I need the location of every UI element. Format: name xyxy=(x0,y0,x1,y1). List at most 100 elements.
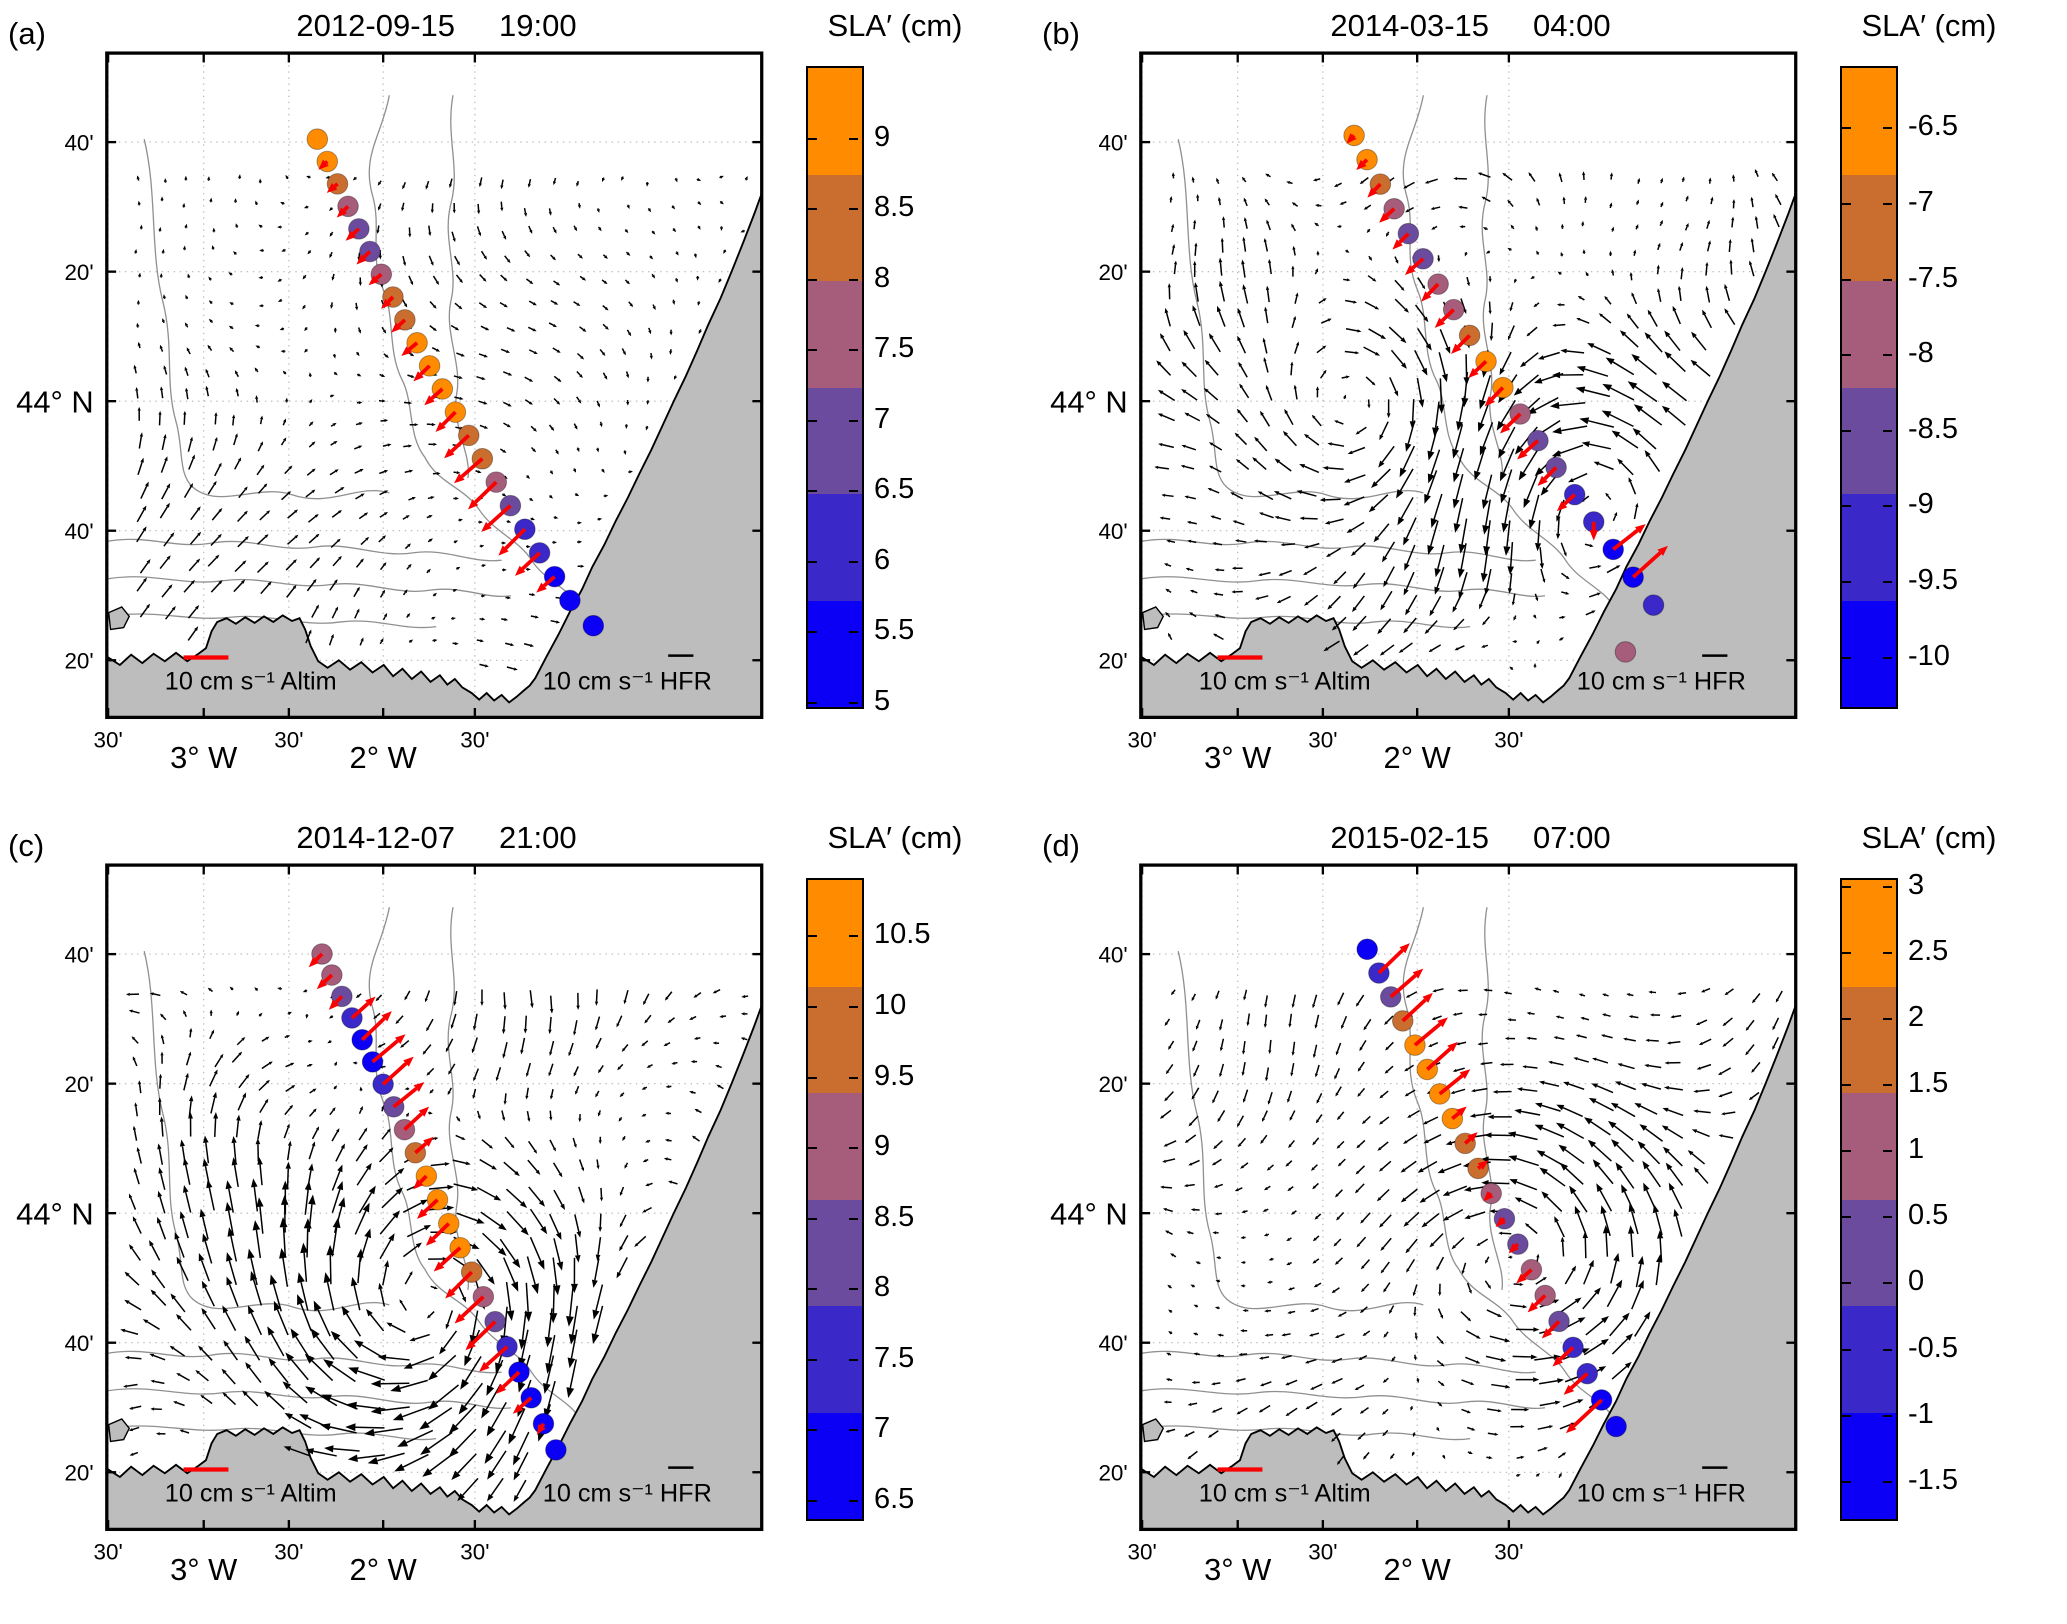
x-tick-label: 30' xyxy=(1127,1539,1156,1564)
small-island xyxy=(107,1418,131,1443)
colorbar-tick xyxy=(849,702,858,704)
colorbar-tick xyxy=(1842,1017,1851,1020)
hfr-scale-label: 10 cm s⁻¹ HFR xyxy=(543,667,712,695)
colorbar xyxy=(806,66,864,709)
colorbar-tick-label: 7.5 xyxy=(874,332,915,365)
colorbar-segment xyxy=(1842,1412,1896,1519)
y-tick-label: 40' xyxy=(1098,131,1127,156)
colorbar-tick xyxy=(849,419,858,422)
colorbar-tick xyxy=(808,1217,817,1220)
colorbar-tick xyxy=(1883,127,1892,130)
colorbar-tick xyxy=(849,278,858,281)
altim-scale-label: 10 cm s⁻¹ Altim xyxy=(1199,667,1371,695)
colorbar xyxy=(806,878,864,1521)
x-tick-label: 30' xyxy=(1494,1539,1523,1564)
colorbar-tick-label: 6.5 xyxy=(874,1482,915,1515)
colorbar-tick xyxy=(1842,1348,1851,1351)
colorbar-tick xyxy=(1883,1084,1892,1087)
colorbar-segment xyxy=(1842,387,1896,494)
axis-labels: 30' 3° W 30' 2° W 30' 40' 20' 44° N 40' 20' xyxy=(1050,131,1523,775)
x-tick-label: 2° W xyxy=(350,740,418,775)
y-tick-label: 40' xyxy=(64,519,93,544)
axis-labels: 30' 3° W 30' 2° W 30' 40' 20' 44° N 40' 20' xyxy=(1050,943,1523,1587)
colorbar-tick xyxy=(1883,203,1892,206)
colorbar-segment xyxy=(1842,174,1896,281)
land xyxy=(105,193,763,719)
y-tick-label: 40' xyxy=(64,943,93,968)
colorbar-tick xyxy=(808,1006,817,1008)
colorbar-tick xyxy=(808,702,817,704)
colorbar-segment xyxy=(808,1093,862,1200)
scale-legend: 10 cm s⁻¹ Altim 10 cm s⁻¹ HFR xyxy=(165,654,712,695)
colorbar-tick xyxy=(808,208,817,211)
hfr-scale-label: 10 cm s⁻¹ HFR xyxy=(1577,667,1746,695)
y-tick-label: 40' xyxy=(1098,519,1127,544)
map-border xyxy=(105,863,764,1532)
colorbar-tick xyxy=(1883,581,1892,584)
altim-scale-label: 10 cm s⁻¹ Altim xyxy=(165,1479,337,1507)
panel-letter: (d) xyxy=(1042,828,1080,863)
colorbar-segment xyxy=(1842,1306,1896,1413)
colorbar-tick-label: 10 xyxy=(874,989,907,1021)
colorbar-title: SLA′ (cm) xyxy=(827,820,963,855)
y-tick-label: 40' xyxy=(1098,1331,1127,1356)
x-tick-label: 30' xyxy=(1308,727,1337,752)
panel-title: 2014-12-07 21:00 xyxy=(109,820,764,856)
colorbar-tick xyxy=(808,1429,817,1432)
colorbar-tick xyxy=(808,631,817,634)
colorbar-tick-label: 6 xyxy=(874,543,891,576)
colorbar-segment xyxy=(808,880,862,987)
x-tick-label: 30' xyxy=(274,1539,303,1564)
colorbar-title: SLA′ (cm) xyxy=(827,8,963,43)
y-tick-label: 20' xyxy=(64,1072,93,1097)
scale-legend: 10 cm s⁻¹ Altim 10 cm s⁻¹ HFR xyxy=(1199,654,1746,695)
colorbar-segment xyxy=(808,387,862,494)
x-tick-label: 30' xyxy=(460,1539,489,1564)
colorbar-tick xyxy=(1883,951,1892,954)
colorbar-tick-label: 6.5 xyxy=(874,473,915,506)
title-time: 04:00 xyxy=(1533,8,1611,43)
y-tick-label: 20' xyxy=(64,1461,93,1486)
altim-scale-label: 10 cm s⁻¹ Altim xyxy=(1199,1479,1371,1507)
colorbar-tick-label: 7.5 xyxy=(874,1341,915,1374)
title-time: 19:00 xyxy=(499,8,577,43)
colorbar-tick xyxy=(849,349,858,352)
small-island xyxy=(1141,1418,1165,1443)
x-tick-label: 30' xyxy=(1494,727,1523,752)
map-border xyxy=(1139,863,1798,1532)
quiver-field xyxy=(1154,168,1782,671)
y-tick-label: 20' xyxy=(1098,1072,1127,1097)
colorbar-segment xyxy=(1842,494,1896,601)
y-tick-label: 40' xyxy=(64,1331,93,1356)
map-plot: 10 cm s⁻¹ Altim 10 cm s⁻¹ HFR 30' 3° W 30' 2°… xyxy=(16,51,764,775)
x-tick-label: 30' xyxy=(93,1539,122,1564)
colorbar-tick xyxy=(1842,127,1851,130)
y-tick-label: 44° N xyxy=(16,1196,94,1231)
colorbar xyxy=(1840,66,1898,709)
colorbar-tick xyxy=(1883,429,1892,432)
colorbar-tick xyxy=(849,137,858,140)
colorbar-segment xyxy=(1842,1093,1896,1200)
scale-legend: 10 cm s⁻¹ Altim 10 cm s⁻¹ HFR xyxy=(165,1466,712,1507)
colorbar-tick xyxy=(1842,1216,1851,1219)
panel-letter: (b) xyxy=(1042,16,1080,51)
colorbar-tick xyxy=(808,490,817,493)
altimeter-track-arrows xyxy=(318,159,556,593)
colorbar-tick xyxy=(1842,429,1851,432)
map-plot: 10 cm s⁻¹ Altim 10 cm s⁻¹ HFR 30' 3° W 30' 2°… xyxy=(16,863,764,1587)
colorbar-tick xyxy=(849,560,858,563)
colorbar-tick-label: 10.5 xyxy=(874,918,931,951)
colorbar-tick-label: -1 xyxy=(1908,1397,1934,1430)
colorbar-tick-label: -7 xyxy=(1908,186,1934,219)
colorbar-tick xyxy=(1842,1150,1851,1153)
x-tick-label: 2° W xyxy=(1384,1552,1452,1587)
colorbar-tick-label: 1 xyxy=(1908,1133,1925,1166)
panel-b: (b) 2014-03-15 04:00 SLA′ (cm) 10 cm s⁻¹ … xyxy=(1034,0,2067,812)
title-time: 07:00 xyxy=(1533,820,1611,855)
colorbar-tick xyxy=(849,1147,858,1150)
colorbar-tick xyxy=(1883,354,1892,357)
quiver-field xyxy=(1159,987,1783,1479)
x-tick-label: 30' xyxy=(1308,1539,1337,1564)
x-tick-label: 30' xyxy=(93,727,122,752)
